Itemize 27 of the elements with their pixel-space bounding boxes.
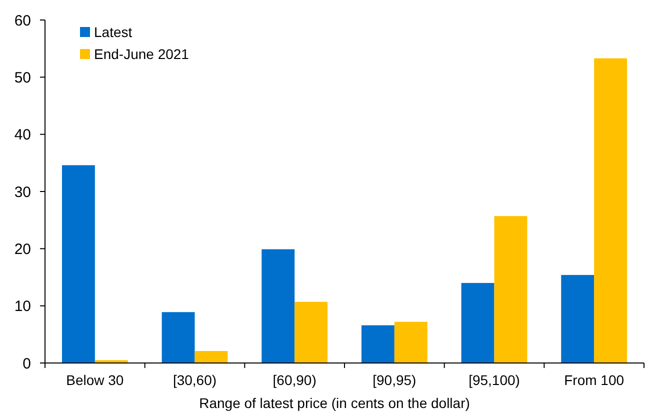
- bar: [162, 312, 195, 363]
- bar: [594, 58, 628, 363]
- y-tick-label: 50: [14, 69, 31, 86]
- y-tick-label: 20: [14, 240, 31, 258]
- bar: [394, 322, 428, 363]
- x-tick-label: Below 30: [66, 372, 124, 388]
- y-tick-label: 30: [14, 184, 31, 201]
- y-tick-label: 40: [14, 126, 31, 144]
- bar: [494, 216, 528, 363]
- x-tick-label: [60,90): [272, 372, 316, 388]
- x-tick-label: From 100: [564, 372, 624, 388]
- bar: [361, 325, 394, 363]
- legend-label: Latest: [94, 24, 132, 40]
- x-axis-title: Range of latest price (in cents on the dollar): [199, 395, 470, 411]
- x-tick-label: [30,60): [172, 372, 217, 388]
- bar: [561, 274, 594, 363]
- y-tick-label: 60: [14, 12, 31, 30]
- legend-label: End-June 2021: [94, 46, 190, 62]
- bar: [62, 165, 95, 363]
- y-tick-label: 0: [22, 355, 31, 372]
- bar: [262, 249, 295, 363]
- bar: [294, 302, 328, 363]
- y-tick-label: 10: [14, 298, 31, 316]
- x-tick-label: [95,100): [468, 372, 520, 388]
- bar: [194, 350, 228, 363]
- x-tick-label: [90,95): [372, 372, 416, 388]
- bar: [461, 282, 494, 363]
